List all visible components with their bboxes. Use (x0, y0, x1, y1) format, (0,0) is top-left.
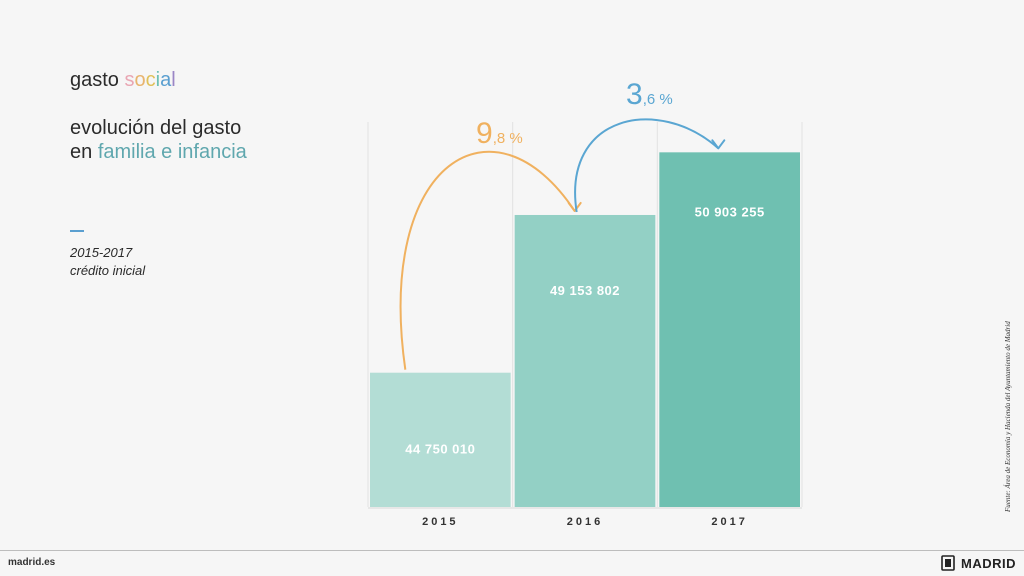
accent-dash (70, 230, 84, 232)
data-label: 44 750 010 (405, 442, 475, 457)
growth-arrowhead (567, 201, 582, 212)
title-part: gasto (70, 69, 125, 91)
title-part: i (155, 69, 161, 91)
x-tick-label: 2015 (422, 516, 458, 528)
footer-divider (0, 550, 1024, 551)
chart-subtitle: evolución del gasto en familia e infanci… (70, 116, 247, 164)
growth-label-2017: 3,6 % (626, 78, 673, 111)
source-note: Fuente: Área de Economía y Hacienda del … (1004, 321, 1012, 512)
bar-2016 (514, 214, 656, 508)
x-tick-label: 2016 (567, 516, 603, 528)
growth-arrow-2015-2016 (399, 150, 576, 370)
period-info: 2015-2017 crédito inicial (70, 244, 145, 280)
period-range: 2015-2017 (70, 245, 133, 260)
growth-arrow-2016-2017 (574, 118, 719, 213)
title-part: o (134, 69, 146, 91)
page-title: gasto social (70, 68, 176, 92)
title-part: c (145, 69, 156, 91)
madrid-crest-icon (941, 555, 955, 571)
data-label: 50 903 255 (695, 204, 765, 219)
footer-brand: MADRID (941, 555, 1016, 571)
bar-2015 (370, 372, 511, 507)
title-text: gasto social (70, 69, 176, 91)
brand-name: MADRID (961, 555, 1016, 571)
period-note: crédito inicial (70, 263, 146, 278)
subtitle-line-2: en familia e infancia (70, 141, 247, 163)
bar-2017 (659, 152, 800, 507)
footer-site-link[interactable]: madrid.es (8, 557, 56, 568)
x-tick-label: 2017 (711, 516, 747, 528)
subtitle-highlight: familia e infancia (97, 141, 247, 163)
title-part: l (171, 69, 176, 91)
data-label: 49 153 802 (550, 283, 620, 298)
growth-label-2016: 9,8 % (476, 117, 523, 150)
title-part: s (124, 69, 135, 91)
growth-arrowhead (711, 139, 726, 150)
title-part: a (160, 69, 172, 91)
subtitle-line-1: evolución del gasto (70, 117, 242, 139)
